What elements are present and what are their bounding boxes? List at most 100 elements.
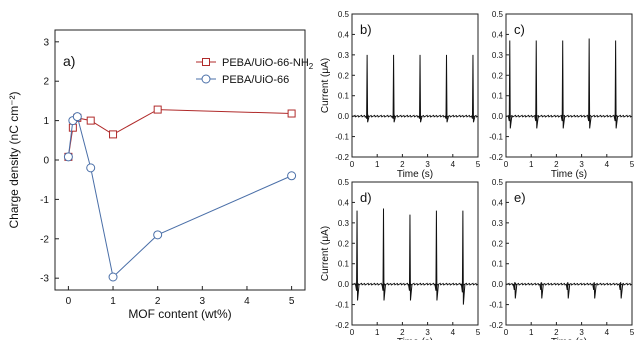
- panel-b-y-tick-label: 0.4: [338, 30, 350, 39]
- panel-d-x-tick-label: 5: [476, 328, 481, 337]
- panel-d-y-tick-label: -0.2: [335, 321, 349, 330]
- legend-entry-label: PEBA/UiO-66: [222, 74, 289, 86]
- panel-a-x-tick-label: 1: [110, 296, 116, 307]
- panel-d-y-tick-label: -0.1: [335, 301, 349, 310]
- panel-b-x-tick-label: 3: [425, 160, 430, 169]
- panel-d-peak: [407, 214, 413, 301]
- panel-e-x-tick-label: 3: [579, 328, 584, 337]
- panel-e-peak: [539, 282, 544, 299]
- panel-d-y-tick-label: 0.5: [338, 178, 350, 187]
- panel-b-y-tick-label: 0.3: [338, 51, 350, 60]
- panel-c-y-tick-label: 0.1: [492, 92, 504, 101]
- panel-c-frame: [505, 13, 633, 158]
- panel-d-y-tick-label: 0.2: [338, 239, 350, 248]
- legend-swatch-marker: [201, 74, 211, 84]
- panel-c-y-tick-label: 0.5: [492, 10, 504, 19]
- panel-c-x-tick-label: 0: [504, 160, 509, 169]
- panel-e-x-tick-label: 5: [630, 328, 634, 337]
- panel-e-y-tick-label: 0.4: [492, 198, 504, 207]
- legend-entry-subscript: 2: [309, 62, 314, 71]
- panel-d-x-tick-label: 1: [375, 328, 380, 337]
- panel-c-peak: [534, 40, 539, 129]
- panel-b-label: b): [360, 22, 372, 37]
- panel-e-y-tick-label: -0.1: [489, 301, 503, 310]
- panel-c-y-tick-label: 0.4: [492, 30, 504, 39]
- legend-entry-label: PEBA/UiO-66-NH2: [222, 57, 314, 71]
- panel-e-y-tick-label: 0.0: [492, 280, 504, 289]
- panel-a-x-tick-label: 5: [289, 296, 295, 307]
- panel-a-y-tick-label: 1: [43, 116, 49, 127]
- panel-b-y-axis-label: Current (μA): [320, 58, 331, 113]
- panel-b-x-tick-label: 2: [400, 160, 405, 169]
- panel-e-peak: [512, 282, 518, 299]
- panel-a-data-point: [72, 112, 82, 122]
- panel-c-y-tick-label: 0.0: [492, 112, 504, 121]
- panel-d-peak: [460, 210, 466, 305]
- panel-e-y-tick-label: 0.2: [492, 239, 504, 248]
- panel-a-x-axis-label: MOF content (wt%): [128, 307, 231, 321]
- panel-a-y-tick-label: 2: [43, 77, 49, 88]
- panel-b-peak: [470, 54, 476, 123]
- panel-d-y-tick-label: 0.0: [338, 280, 350, 289]
- panel-d-y-tick-label: 0.3: [338, 219, 350, 228]
- panel-c-x-tick-label: 2: [554, 160, 559, 169]
- panel-b-peak: [391, 54, 397, 123]
- panel-c-baseline-trace: [505, 114, 633, 118]
- panel-a-series-line: [67, 109, 292, 157]
- panel-b-y-tick-label: 0.0: [338, 112, 350, 121]
- panel-a-data-point: [109, 130, 118, 139]
- panel-a-y-tick-label: -1: [40, 195, 49, 206]
- panel-d-peak: [355, 210, 360, 301]
- panel-d-frame: [351, 181, 479, 326]
- panel-a-x-tick-label: 3: [200, 296, 206, 307]
- panel-d-y-tick-label: 0.1: [338, 260, 350, 269]
- panel-e-peak: [592, 282, 597, 299]
- panel-b-peak: [444, 54, 450, 123]
- legend-entry-name: PEBA/UiO-66: [222, 74, 289, 86]
- panel-a-data-point: [68, 123, 77, 132]
- panel-b-peak: [365, 54, 370, 123]
- panel-b-y-tick-label: -0.2: [335, 153, 349, 162]
- panel-c-y-tick-label: -0.2: [489, 153, 503, 162]
- legend-swatch-marker: [202, 58, 210, 66]
- panel-e-baseline-trace: [505, 282, 633, 286]
- panel-c-x-tick-label: 1: [529, 160, 534, 169]
- panel-d-x-tick-label: 2: [400, 328, 405, 337]
- panel-c-x-tick-label: 4: [605, 160, 610, 169]
- panel-d-peak: [381, 208, 387, 301]
- panel-a-x-tick-label: 4: [244, 296, 250, 307]
- panel-a-y-tick-label: -2: [40, 234, 49, 245]
- panel-e-peak: [618, 282, 624, 299]
- panel-d: 0 1 2 3 4 5 -0.2 -0.1 0.0 0.1 0.2 0.3 0.4 0.5 Time (s)…: [320, 178, 481, 340]
- panel-a-y-axis-label: Charge density (nC cm⁻²): [7, 91, 21, 228]
- panel-e-label: e): [514, 190, 526, 205]
- panel-c-y-tick-label: 0.3: [492, 51, 504, 60]
- panel-a-x-tick-label: 2: [155, 296, 161, 307]
- panel-c-y-tick-label: 0.2: [492, 71, 504, 80]
- panel-c-peak: [507, 40, 513, 129]
- panel-e-y-tick-label: 0.5: [492, 178, 504, 187]
- panel-a-data-point: [153, 105, 162, 114]
- panel-d-label: d): [360, 190, 372, 205]
- panel-a-data-point: [86, 116, 95, 125]
- panel-b: 0 1 2 3 4 5 -0.2 -0.1 0.0 0.1 0.2 0.3 0.4 0.5 Time (s)…: [320, 10, 481, 180]
- panel-b-y-tick-label: 0.1: [338, 92, 350, 101]
- panel-b-x-tick-label: 0: [350, 160, 355, 169]
- panel-a-x-tick-label: 0: [66, 296, 72, 307]
- panel-b-peak: [418, 54, 423, 123]
- panel-c-peak: [560, 40, 566, 129]
- panel-d-x-tick-label: 0: [350, 328, 355, 337]
- panel-e-frame: [505, 181, 633, 326]
- panel-a-frame: [54, 29, 306, 291]
- panel-c-label: c): [514, 22, 525, 37]
- legend-entry-name: PEBA/UiO-66-NH: [222, 57, 309, 69]
- panel-a-data-point: [287, 171, 297, 181]
- panel-c-peak: [587, 38, 592, 129]
- panel-c-x-tick-label: 5: [630, 160, 634, 169]
- panel-d-x-tick-label: 3: [425, 328, 430, 337]
- panel-c: 0 1 2 3 4 5 -0.2 -0.1 0.0 0.1 0.2 0.3 0.4 0.5 Time (s)…: [489, 10, 634, 180]
- panel-c-x-axis-label: Time (s): [551, 169, 587, 180]
- panel-d-x-axis-label: Time (s): [397, 337, 433, 340]
